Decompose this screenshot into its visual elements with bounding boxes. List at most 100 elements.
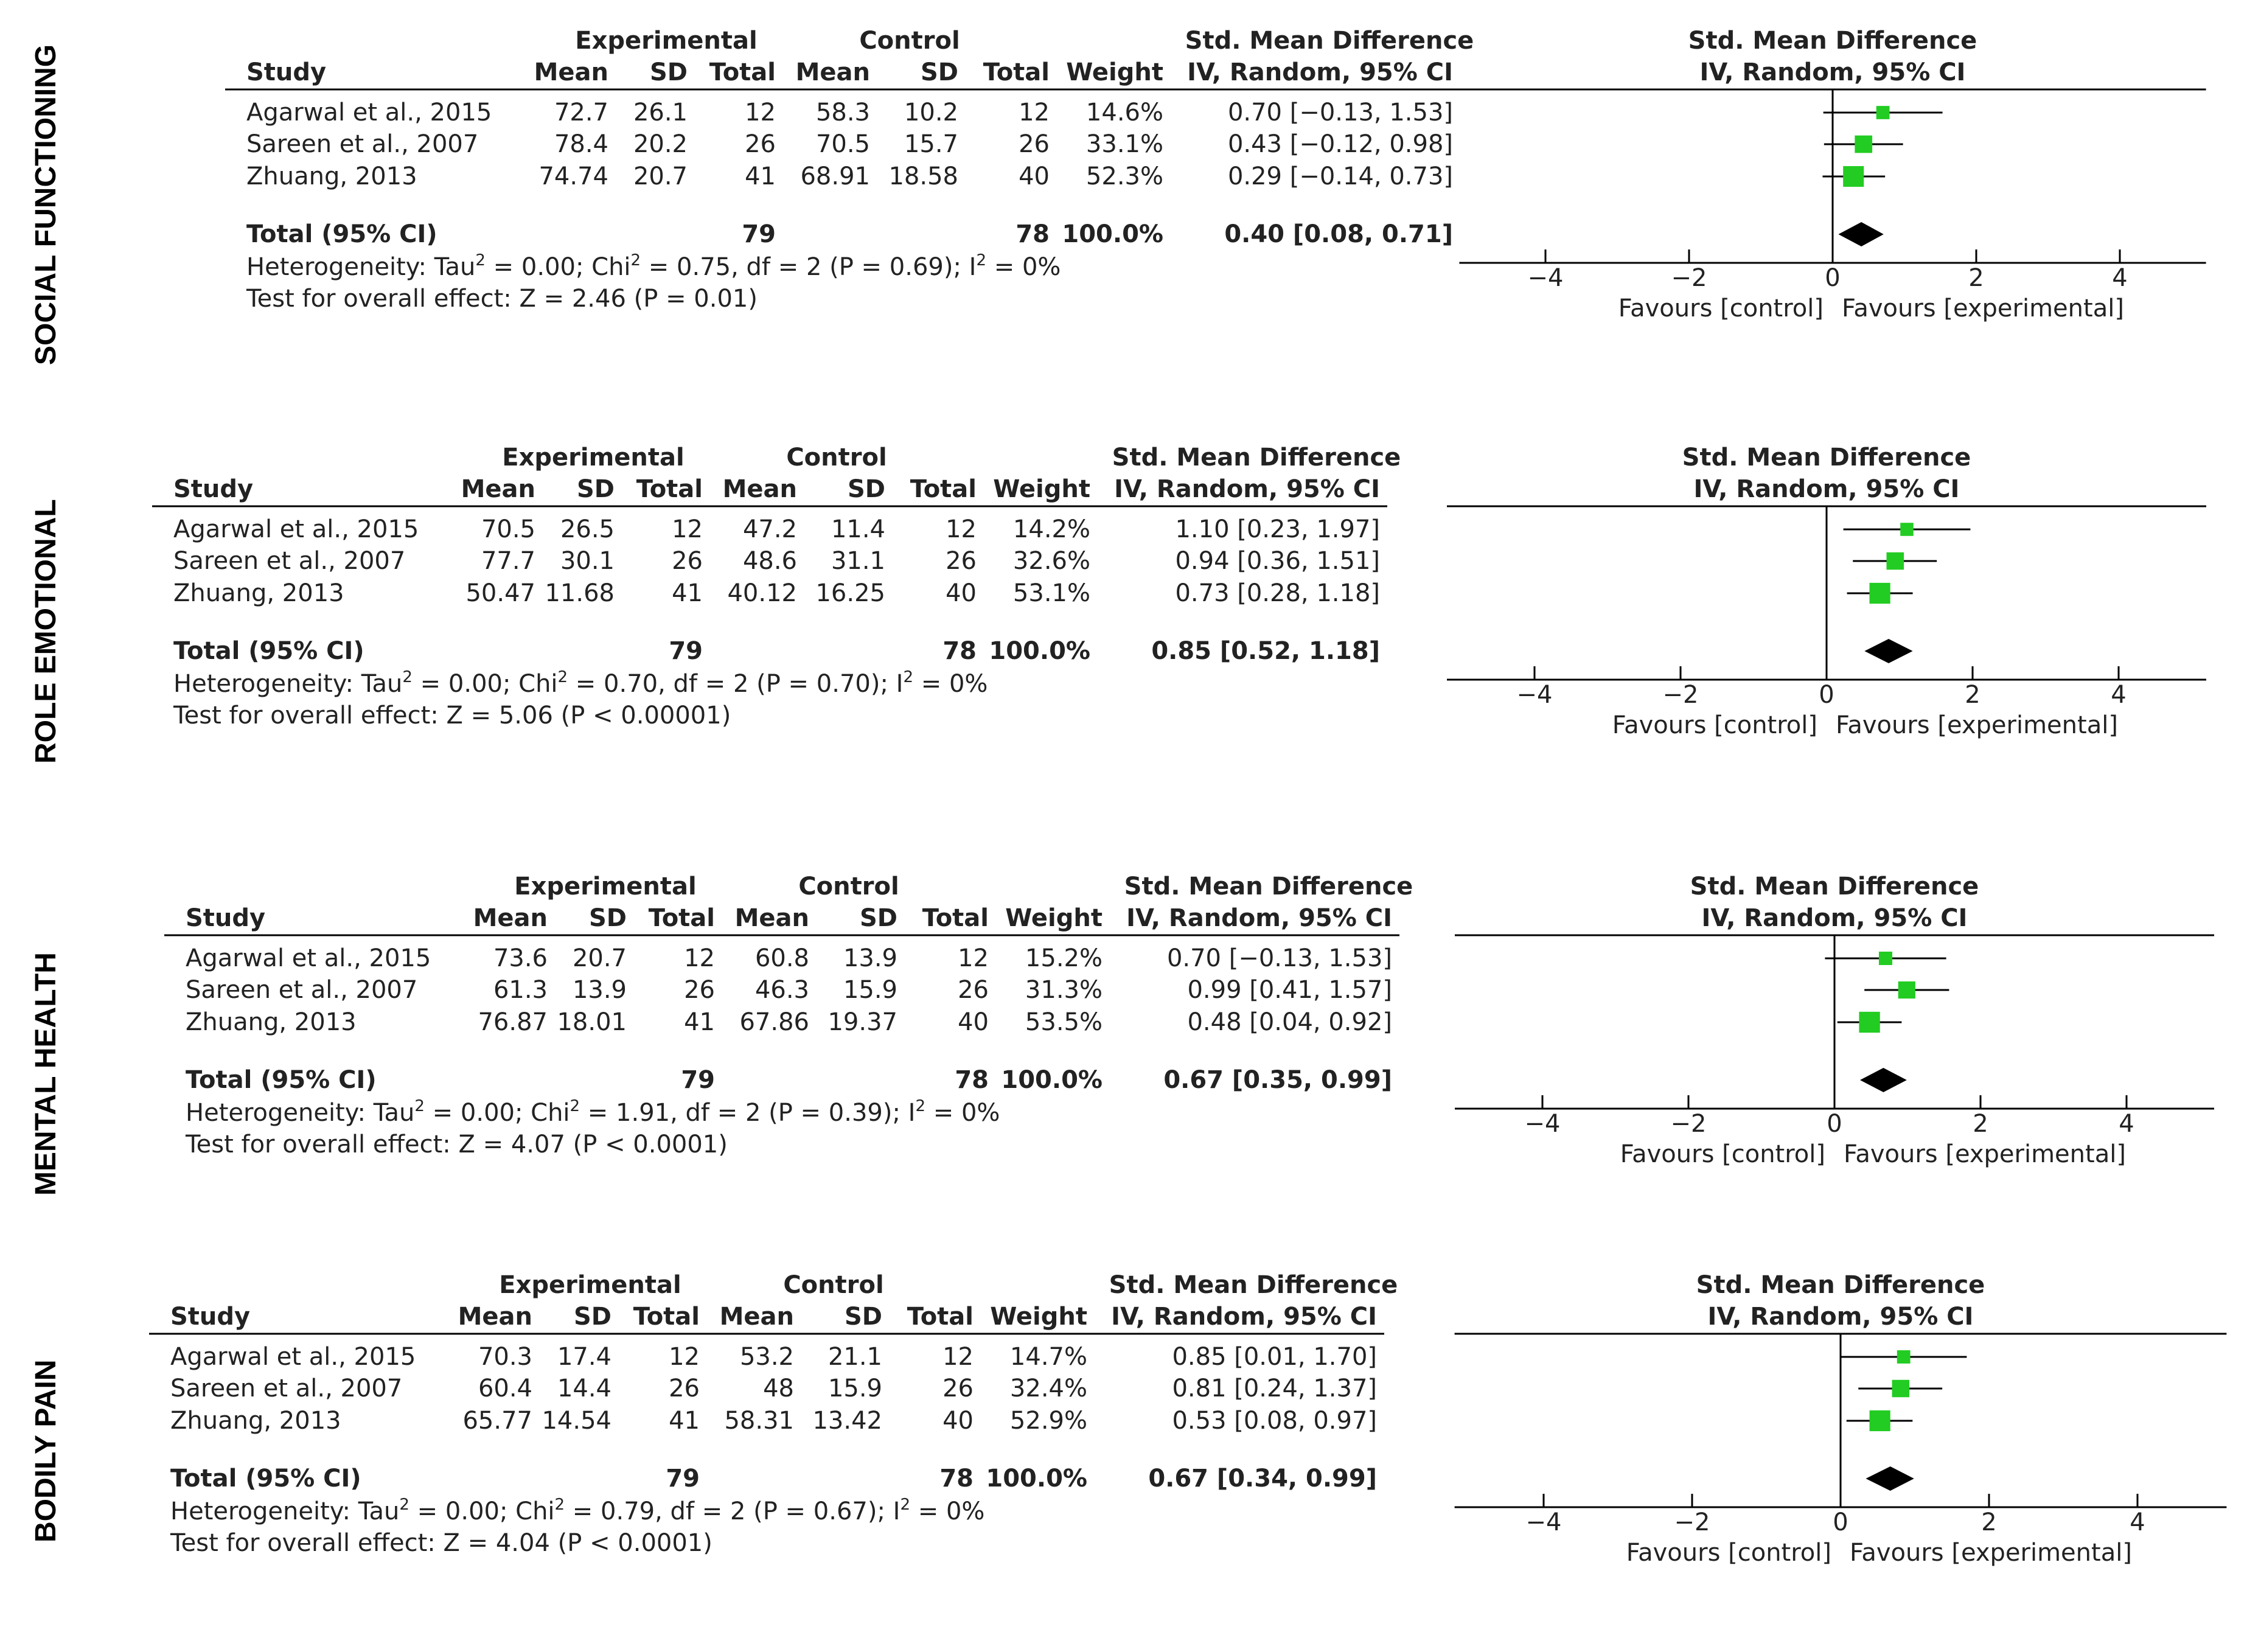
total-weight: 100.0% — [986, 1465, 1087, 1493]
header-total: Total — [922, 904, 989, 932]
x-tick-label: 2 — [1968, 264, 1984, 292]
ctrl-total: 12 — [946, 515, 977, 543]
x-tick-label: −4 — [1526, 1508, 1562, 1536]
header-method: IV, Random, 95% CI — [1126, 904, 1392, 932]
total-exp: 79 — [681, 1066, 715, 1094]
favours-control-label: Favours [control] — [1612, 711, 1817, 739]
header-study: Study — [170, 1303, 250, 1331]
study-ci: 0.85 [0.01, 1.70] — [1172, 1343, 1377, 1371]
header-total: Total — [649, 904, 715, 932]
exp-total: 12 — [669, 1343, 700, 1371]
ctrl-total: 40 — [942, 1407, 974, 1435]
x-tick-label: 4 — [2112, 264, 2127, 292]
ctrl-mean: 58.31 — [724, 1407, 794, 1435]
study-name: Zhuang, 2013 — [246, 162, 417, 190]
header-study: Study — [173, 475, 253, 503]
favours-control-label: Favours [control] — [1618, 295, 1824, 322]
study-marker — [1859, 1011, 1880, 1033]
ctrl-mean: 70.5 — [816, 130, 870, 158]
pooled-diamond — [1860, 1068, 1907, 1092]
x-tick-label: −2 — [1671, 264, 1707, 292]
study-name: Sareen et al., 2007 — [186, 976, 417, 1004]
study-marker — [1869, 1410, 1890, 1432]
total-weight: 100.0% — [989, 637, 1090, 665]
header-smd: Std. Mean Difference — [1109, 1271, 1398, 1299]
heterogeneity-text: Heterogeneity: Tau2 = 0.00; Chi2 = 0.75,… — [246, 251, 1061, 281]
total-ci: 0.67 [0.34, 0.99] — [1148, 1465, 1377, 1493]
forest-plot-svg: Experimental Control Std. Mean Difference S… — [225, 27, 2206, 322]
x-tick-label: −2 — [1663, 681, 1699, 709]
exp-mean: 65.77 — [462, 1407, 532, 1435]
header-sd: SD — [860, 904, 897, 932]
header-mean: Mean — [534, 58, 608, 86]
study-marker — [1878, 951, 1893, 966]
study-ci: 1.10 [0.23, 1.97] — [1175, 515, 1380, 543]
x-tick-label: 0 — [1825, 264, 1840, 292]
ctrl-total: 26 — [942, 1375, 974, 1403]
plot-header-method: IV, Random, 95% CI — [1700, 58, 1966, 86]
x-tick-label: 0 — [1819, 681, 1834, 709]
header-control: Control — [783, 1271, 883, 1299]
study-marker — [1886, 552, 1904, 570]
ctrl-sd: 13.42 — [812, 1407, 882, 1435]
exp-total: 41 — [669, 1407, 700, 1435]
header-experimental: Experimental — [575, 27, 757, 55]
ctrl-sd: 10.2 — [904, 99, 958, 127]
pooled-diamond — [1864, 639, 1913, 663]
exp-sd: 17.4 — [557, 1343, 611, 1371]
study-marker — [1876, 106, 1890, 119]
total-exp: 79 — [669, 637, 703, 665]
ctrl-sd: 21.1 — [828, 1343, 882, 1371]
study-marker — [1898, 981, 1915, 999]
exp-sd: 20.7 — [573, 944, 627, 972]
total-label: Total (95% CI) — [186, 1066, 377, 1094]
total-ctrl: 78 — [955, 1066, 989, 1094]
header-sd: SD — [574, 1303, 611, 1331]
pooled-diamond — [1866, 1466, 1914, 1491]
ctrl-mean: 58.3 — [816, 99, 870, 127]
total-exp: 79 — [666, 1465, 700, 1493]
favours-experimental-label: Favours [experimental] — [1844, 1140, 2126, 1168]
study-ci: 0.53 [0.08, 0.97] — [1172, 1407, 1377, 1435]
study-ci: 0.99 [0.41, 1.57] — [1187, 976, 1392, 1004]
ctrl-sd: 11.4 — [831, 515, 885, 543]
study-name: Sareen et al., 2007 — [246, 130, 478, 158]
study-ci: 0.81 [0.24, 1.37] — [1172, 1375, 1377, 1403]
header-mean: Mean — [735, 904, 809, 932]
header-experimental: Experimental — [502, 444, 684, 472]
exp-total: 41 — [745, 162, 776, 190]
exp-total: 12 — [684, 944, 715, 972]
study-ci: 0.73 [0.28, 1.18] — [1175, 579, 1380, 607]
study-name: Sareen et al., 2007 — [170, 1375, 402, 1403]
x-tick-label: −2 — [1671, 1110, 1707, 1138]
x-tick-label: 0 — [1833, 1508, 1848, 1536]
study-ci: 0.43 [−0.12, 0.98] — [1228, 130, 1453, 158]
ctrl-total: 26 — [946, 547, 977, 575]
x-tick-label: 2 — [1965, 681, 1980, 709]
study-weight: 52.3% — [1086, 162, 1163, 190]
header-total: Total — [907, 1303, 974, 1331]
favours-control-label: Favours [control] — [1626, 1539, 1831, 1567]
heterogeneity-text: Heterogeneity: Tau2 = 0.00; Chi2 = 0.70,… — [173, 668, 988, 698]
exp-sd: 26.5 — [560, 515, 615, 543]
ctrl-mean: 46.3 — [755, 976, 809, 1004]
heterogeneity-text: Heterogeneity: Tau2 = 0.00; Chi2 = 1.91,… — [186, 1097, 1000, 1127]
header-mean: Mean — [796, 58, 870, 86]
header-weight: Weight — [1066, 58, 1163, 86]
exp-total: 26 — [672, 547, 703, 575]
exp-sd: 20.7 — [633, 162, 688, 190]
heterogeneity-text: Heterogeneity: Tau2 = 0.00; Chi2 = 0.79,… — [170, 1496, 984, 1525]
header-sd: SD — [845, 1303, 882, 1331]
header-mean: Mean — [461, 475, 535, 503]
overall-effect-text: Test for overall effect: Z = 2.46 (P = 0… — [246, 285, 758, 313]
header-control: Control — [798, 873, 899, 901]
x-tick-label: −4 — [1525, 1110, 1561, 1138]
exp-mean: 77.7 — [481, 547, 535, 575]
study-marker — [1897, 1350, 1911, 1364]
exp-mean: 70.3 — [478, 1343, 532, 1371]
header-mean: Mean — [723, 475, 797, 503]
header-smd: Std. Mean Difference — [1124, 873, 1413, 901]
ctrl-mean: 68.91 — [800, 162, 870, 190]
ctrl-mean: 40.12 — [727, 579, 797, 607]
ctrl-total: 26 — [958, 976, 989, 1004]
